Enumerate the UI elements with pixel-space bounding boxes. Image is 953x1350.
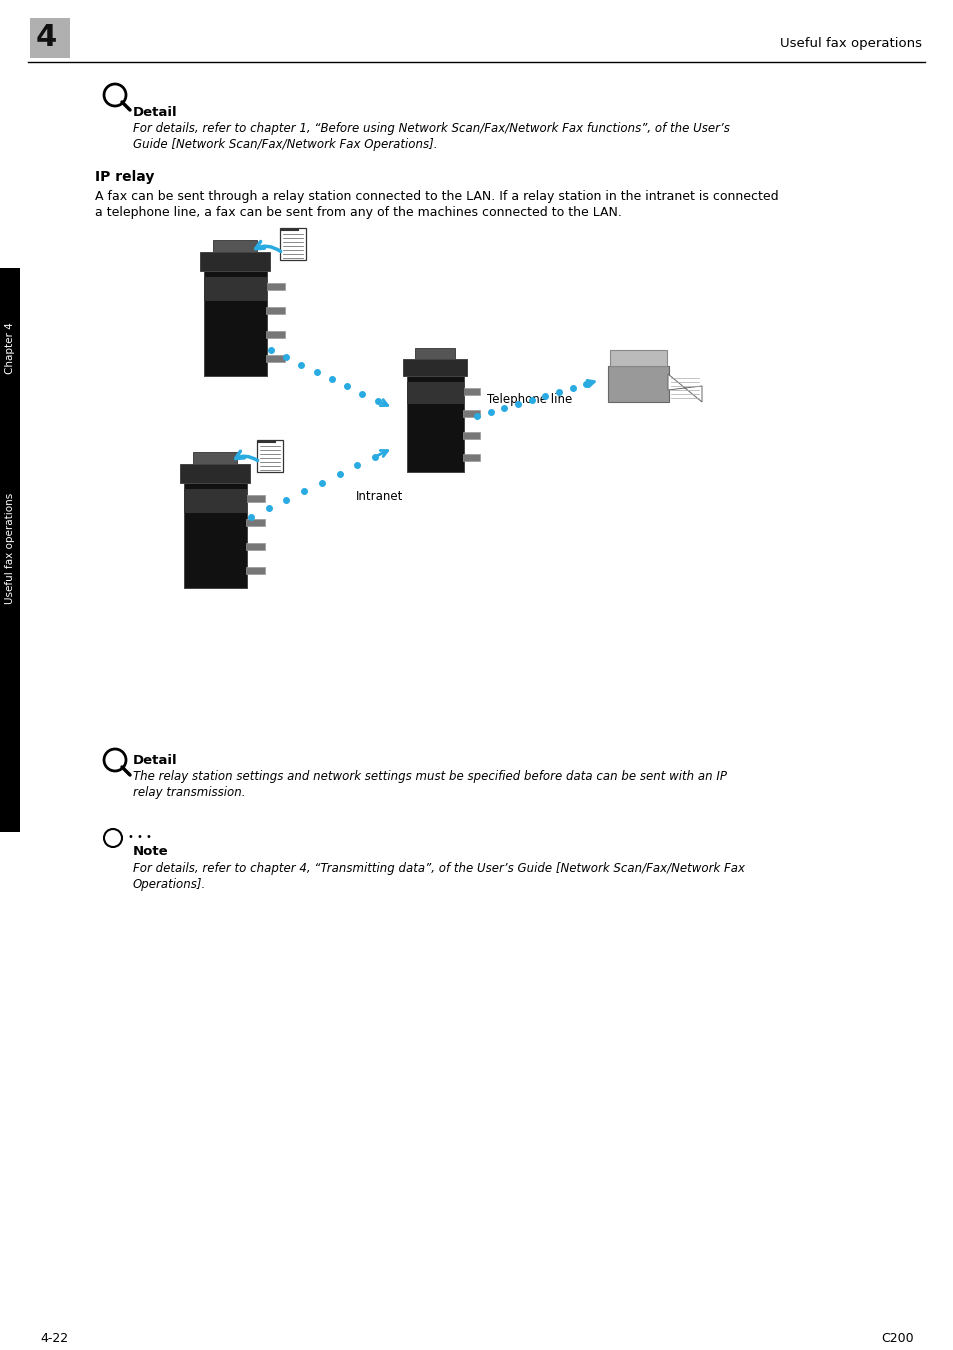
Bar (407, 382, 463, 404)
Bar (415, 348, 455, 359)
Bar (0, 269, 20, 832)
Text: Chapter 4: Chapter 4 (5, 323, 15, 374)
Text: C200: C200 (881, 1332, 913, 1345)
Text: Note: Note (132, 845, 169, 859)
Text: For details, refer to chapter 1, “Before using Network Scan/Fax/Network Fax func: For details, refer to chapter 1, “Before… (132, 122, 729, 135)
Text: a telephone line, a fax can be sent from any of the machines connected to the LA: a telephone line, a fax can be sent from… (95, 207, 621, 219)
Text: For details, refer to chapter 4, “Transmitting data”, of the User’s Guide [Netwo: For details, refer to chapter 4, “Transm… (132, 863, 744, 875)
Bar (266, 331, 285, 338)
Bar (184, 483, 247, 589)
Text: relay transmission.: relay transmission. (132, 786, 245, 799)
Bar (407, 377, 463, 472)
Text: 4: 4 (35, 23, 56, 53)
Text: Detail: Detail (132, 755, 177, 767)
Polygon shape (667, 374, 701, 402)
Bar (462, 454, 479, 460)
Bar (180, 464, 250, 483)
Bar (462, 410, 479, 417)
Text: Useful fax operations: Useful fax operations (780, 38, 921, 50)
Bar (462, 387, 479, 396)
Bar (193, 452, 236, 464)
Bar (607, 366, 668, 402)
Text: IP relay: IP relay (95, 170, 154, 184)
Text: Operations].: Operations]. (132, 878, 206, 891)
Text: Useful fax operations: Useful fax operations (5, 493, 15, 603)
Bar (609, 350, 666, 366)
Bar (204, 277, 267, 301)
Bar (246, 518, 265, 526)
Bar (246, 495, 265, 502)
Text: Telephone line: Telephone line (486, 393, 572, 406)
Bar (280, 228, 306, 261)
Bar (30, 18, 70, 58)
Text: Detail: Detail (132, 107, 177, 119)
Text: The relay station settings and network settings must be specified before data ca: The relay station settings and network s… (132, 769, 726, 783)
Bar (256, 440, 283, 472)
Bar (266, 355, 285, 362)
Bar (246, 543, 265, 549)
Bar (204, 271, 267, 377)
Bar (246, 567, 265, 574)
Bar (184, 489, 247, 513)
Text: A fax can be sent through a relay station connected to the LAN. If a relay stati: A fax can be sent through a relay statio… (95, 190, 778, 202)
Bar (200, 252, 270, 271)
Bar (266, 306, 285, 315)
Text: Guide [Network Scan/Fax/Network Fax Operations].: Guide [Network Scan/Fax/Network Fax Oper… (132, 138, 437, 151)
Bar (462, 432, 479, 439)
Text: 4-22: 4-22 (40, 1332, 68, 1345)
Bar (213, 240, 256, 252)
Text: • • •: • • • (128, 832, 152, 842)
Text: Intranet: Intranet (355, 490, 403, 504)
Bar (266, 284, 285, 290)
Bar (402, 359, 467, 377)
